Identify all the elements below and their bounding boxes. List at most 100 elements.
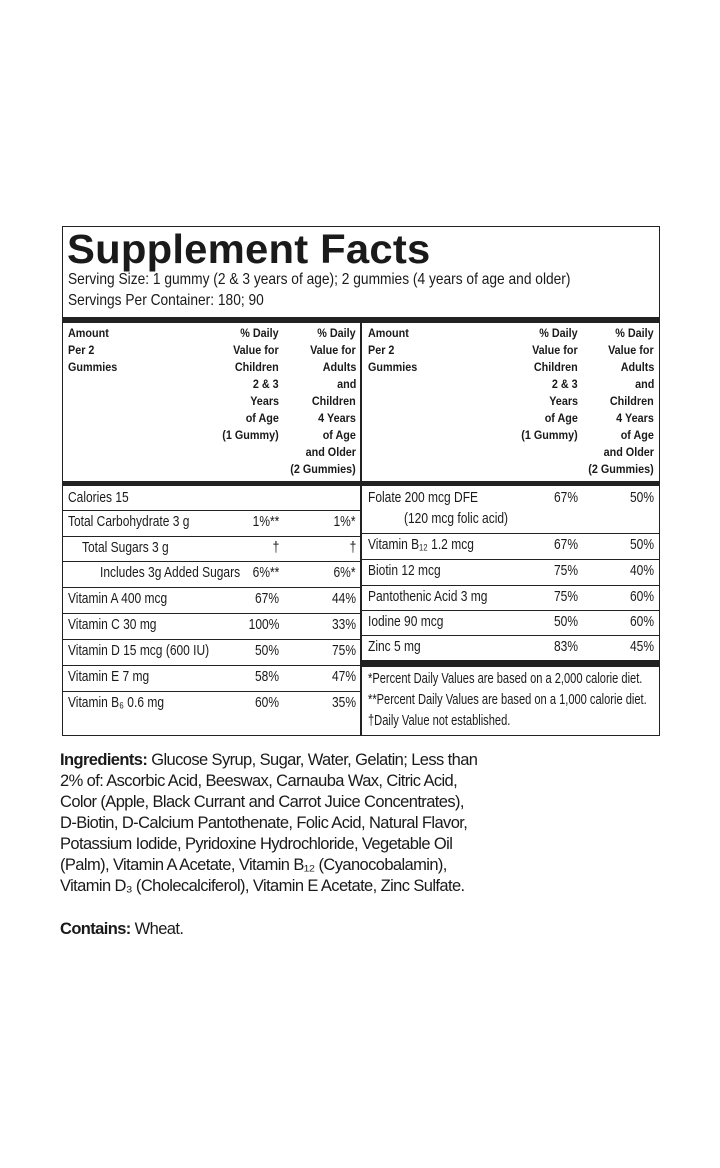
dv-children: 1%** [252, 513, 279, 530]
header-children: of Age [544, 411, 578, 425]
dv-adults: 50% [629, 536, 654, 553]
rule [362, 635, 659, 636]
header-adults: 4 Years [318, 411, 356, 425]
nutrient-name: Vitamin A 400 mcg [68, 590, 168, 607]
nutrient-name: Total Carbohydrate 3 g [68, 513, 190, 530]
header-amount: Amount [68, 326, 109, 340]
dv-adults: 1%* [333, 513, 356, 530]
servings-per-container: Servings Per Container: 180; 90 [68, 292, 264, 309]
facts-box [62, 226, 660, 736]
header-children: % Daily [539, 326, 578, 340]
rule [63, 587, 360, 588]
nutrient-name: Vitamin B₁₂ 1.2 mcg [368, 536, 474, 553]
header-adults: Adults [620, 360, 654, 374]
rule [362, 559, 659, 560]
header-adults: Value for [310, 343, 356, 357]
dv-children: 58% [254, 668, 279, 685]
dv-children: 60% [254, 694, 279, 711]
ingredients: Ingredients: Glucose Syrup, Sugar, Water… [60, 750, 480, 897]
header-adults: 4 Years [616, 411, 654, 425]
dv-adults: 33% [331, 616, 356, 633]
header-children: Years [250, 394, 279, 408]
header-adults: (2 Gummies) [588, 462, 654, 476]
nutrient-name: Folate 200 mcg DFE [368, 489, 479, 506]
dv-adults: 60% [629, 588, 654, 605]
header-children: Children [235, 360, 279, 374]
nutrient-name: Total Sugars 3 g [82, 539, 169, 556]
header-adults: and Older [603, 445, 654, 459]
nutrient-name: Zinc 5 mg [368, 638, 421, 655]
header-amount: Per 2 [368, 343, 395, 357]
nutrient-name: Vitamin C 30 mg [68, 616, 157, 633]
rule [63, 639, 360, 640]
header-adults: (2 Gummies) [290, 462, 356, 476]
dv-children: 6%** [252, 564, 279, 581]
header-adults: of Age [322, 428, 356, 442]
header-amount: Gummies [368, 360, 418, 374]
rule [362, 660, 659, 661]
contains: Contains: Wheat. [60, 920, 184, 939]
dv-children: 83% [553, 638, 578, 655]
nutrient-name: Biotin 12 mcg [368, 562, 441, 579]
dv-children: 50% [254, 642, 279, 659]
dv-adults: 6%* [333, 564, 356, 581]
nutrient-name: Includes 3g Added Sugars [100, 564, 241, 581]
dv-adults: 45% [629, 638, 654, 655]
dv-children: 100% [248, 616, 279, 633]
header-children: 2 & 3 [253, 377, 279, 391]
dv-children: 75% [553, 588, 578, 605]
nutrient-name: Vitamin E 7 mg [68, 668, 150, 685]
header-children: 2 & 3 [552, 377, 578, 391]
header-adults: % Daily [615, 326, 654, 340]
dv-adults: 40% [629, 562, 654, 579]
ingredients-label: Ingredients: [60, 751, 148, 769]
dv-children: 67% [553, 489, 578, 506]
header-adults: % Daily [317, 326, 356, 340]
header-amount: Per 2 [68, 343, 95, 357]
dv-children: 67% [254, 590, 279, 607]
header-amount: Gummies [68, 360, 118, 374]
title: Supplement Facts [67, 226, 431, 272]
dv-children: 75% [553, 562, 578, 579]
dv-children: 67% [553, 536, 578, 553]
dv-adults: 60% [629, 613, 654, 630]
rule [63, 510, 360, 511]
dv-children: 50% [553, 613, 578, 630]
dv-children: † [272, 539, 279, 556]
nutrient-name: Vitamin D 15 mcg (600 IU) [68, 642, 210, 659]
dv-adults: 47% [331, 668, 356, 685]
dv-adults: 35% [331, 694, 356, 711]
rule [360, 323, 362, 735]
header-children: (1 Gummy) [222, 428, 279, 442]
header-children: Children [534, 360, 578, 374]
dv-adults: 75% [331, 642, 356, 659]
rule [362, 585, 659, 586]
rule [63, 536, 360, 537]
rule [63, 561, 360, 562]
nutrient-note: (120 mcg folic acid) [404, 510, 509, 527]
header-adults: Value for [608, 343, 654, 357]
header-children: of Age [245, 411, 279, 425]
header-adults: of Age [620, 428, 654, 442]
rule [63, 691, 360, 692]
serving-size: Serving Size: 1 gummy (2 & 3 years of ag… [68, 271, 571, 288]
rule [63, 317, 659, 323]
rule [362, 610, 659, 611]
header-adults: Adults [322, 360, 356, 374]
ingredients-text: Glucose Syrup, Sugar, Water, Gelatin; Le… [60, 751, 478, 895]
header-adults: and [336, 377, 356, 391]
nutrient-name: Calories 15 [68, 489, 129, 506]
header-children: Years [549, 394, 578, 408]
header-adults: Children [610, 394, 654, 408]
rule [63, 613, 360, 614]
rule [362, 533, 659, 534]
header-children: (1 Gummy) [521, 428, 578, 442]
rule [63, 665, 360, 666]
dv-adults: 44% [331, 590, 356, 607]
header-amount: Amount [368, 326, 409, 340]
header-adults: and [634, 377, 654, 391]
header-adults: and Older [305, 445, 356, 459]
header-adults: Children [312, 394, 356, 408]
dv-adults: 50% [629, 489, 654, 506]
